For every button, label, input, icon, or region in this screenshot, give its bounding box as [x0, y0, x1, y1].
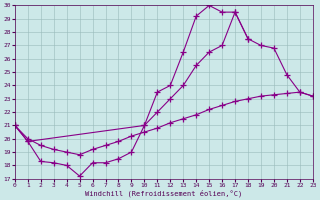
- X-axis label: Windchill (Refroidissement éolien,°C): Windchill (Refroidissement éolien,°C): [85, 189, 243, 197]
